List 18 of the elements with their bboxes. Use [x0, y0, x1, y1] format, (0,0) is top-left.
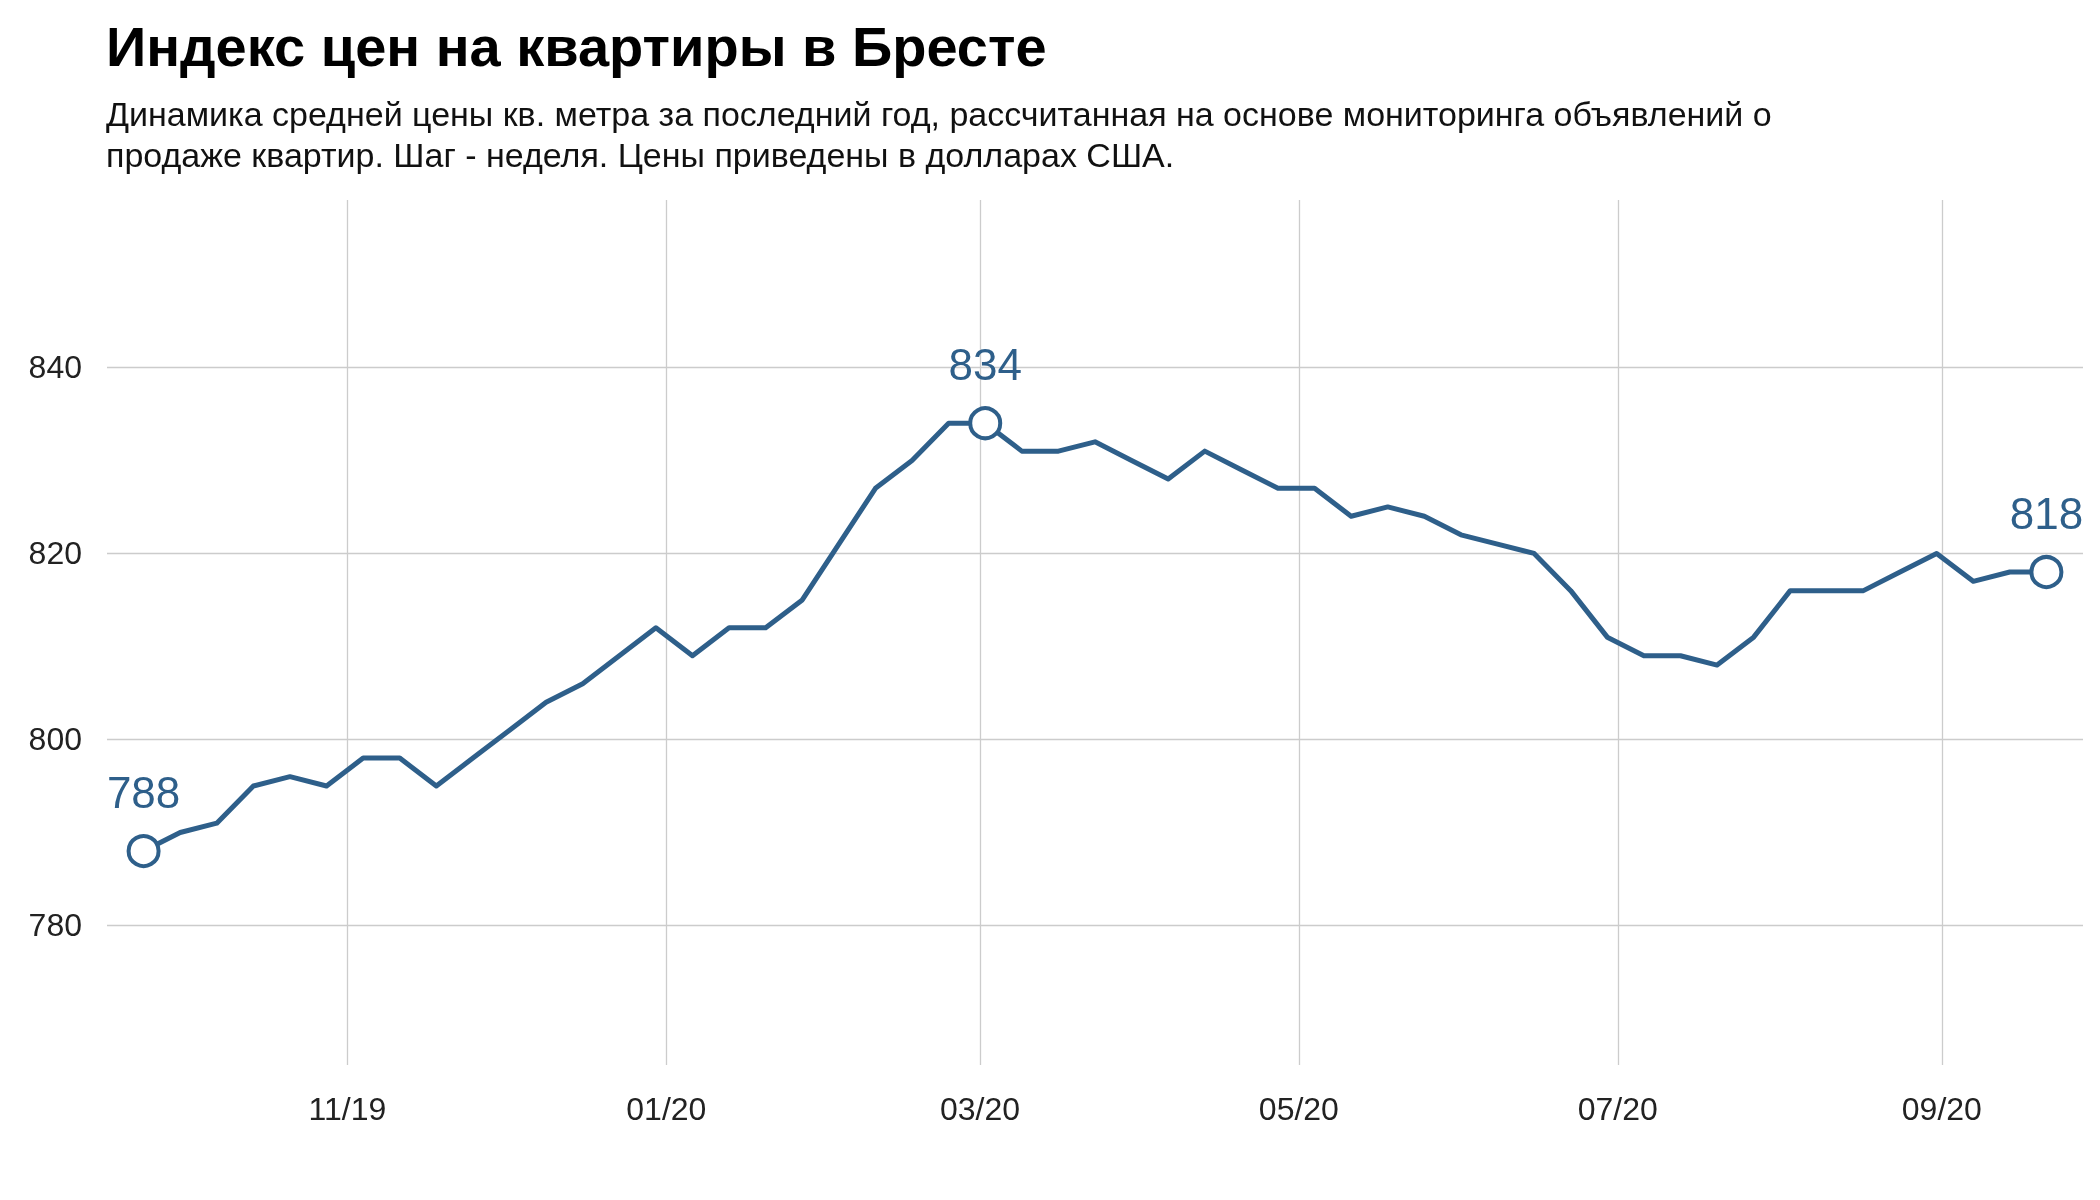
- point: [2029, 555, 2064, 590]
- x-tick-label: 03/20: [939, 1091, 1021, 1127]
- chart-subtitle: Динамика средней цены кв. метра за последний год, рассчитанная на основе мониторинга объявлений о продаже квартир. Шаг - неделя. Цены приведены в долларах США.: [106, 94, 1773, 176]
- data-label: 818: [2009, 488, 2084, 538]
- x-tick-label: 07/20: [1577, 1091, 1658, 1127]
- data-label: 788: [106, 767, 181, 817]
- x-tick-label: 09/20: [1901, 1091, 1982, 1127]
- point: [968, 406, 1003, 441]
- point: [126, 834, 161, 869]
- chart-title: Индекс цен на квартиры в Бресте: [106, 14, 1047, 79]
- y-tick-label: 820: [28, 535, 82, 572]
- x-tick-label: 05/20: [1258, 1091, 1339, 1127]
- y-tick-label: 780: [28, 907, 82, 944]
- x-tick-label: 11/19: [308, 1091, 387, 1127]
- y-tick-label: 840: [28, 349, 82, 386]
- y-tick-label: 800: [28, 721, 82, 758]
- x-tick-label: 01/20: [626, 1091, 707, 1127]
- data-label: 834: [948, 339, 1022, 389]
